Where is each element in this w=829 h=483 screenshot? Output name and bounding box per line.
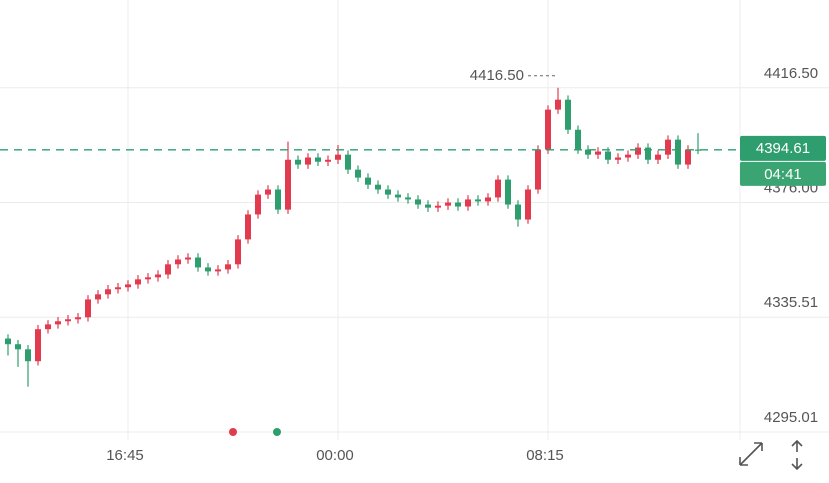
x-tick-label: 08:15 [526,447,564,464]
candle-body [45,324,51,330]
candle-body [605,151,611,160]
candle-body [275,189,281,210]
candle-body [645,147,651,160]
candle-body [625,154,631,158]
candle-body [165,264,171,275]
candle-body [495,179,501,198]
candle-body [265,189,271,195]
candle-body [565,99,571,130]
candle-body [255,194,261,215]
candle-body [195,257,201,268]
candle-body [385,189,391,195]
candle-body [295,159,301,165]
candle-body [665,139,671,155]
candle-body [535,149,541,190]
candle-body [415,199,421,205]
candle-body [445,202,451,206]
candle-body [595,151,601,155]
candle-body [95,294,101,300]
candle-body [685,149,691,165]
candle-body [465,199,471,207]
candle-body [695,149,701,151]
candle-body [505,179,511,205]
candle-body [455,202,461,207]
x-tick-label: 16:45 [106,447,144,464]
y-tick-label: 4416.50 [764,65,818,82]
candle-body [485,197,491,202]
candle-body [125,284,131,288]
candle-body [635,147,641,155]
candle-body [175,259,181,265]
candle-body [675,139,681,165]
candle-body [555,99,561,110]
candle-body [5,338,11,345]
candle-body [215,269,221,272]
countdown-box [740,161,826,186]
candle-body [365,177,371,185]
candle-body [305,157,311,165]
candle-body [525,189,531,220]
candle-body [585,149,591,155]
candle-body [135,279,141,285]
x-tick-label: 00:00 [316,447,354,464]
candle-body [355,169,361,178]
candle-body [85,299,91,318]
candle-body [335,154,341,160]
indicator-dot [273,428,281,436]
candle-body [225,264,231,270]
candle-body [105,289,111,295]
expand-icon[interactable] [739,442,763,466]
candle-body [145,277,151,280]
candle-body [285,159,291,210]
candle-body [315,157,321,162]
candle-body [345,154,351,170]
candle-body [575,129,581,150]
candle-body [35,329,41,362]
candle-body [615,157,621,160]
candle-body [25,349,31,362]
candle-body [75,317,81,320]
candle-body [475,199,481,202]
candle-body [435,205,441,208]
candle-body [185,257,191,260]
candle-body [375,184,381,190]
candle-body [65,319,71,322]
candle-body [115,287,121,290]
candle-body [325,159,331,162]
candle-body [55,321,61,325]
max-marker-label: 4416.50 [470,67,524,84]
y-tick-label: 4295.01 [764,409,818,426]
candle-body [515,204,521,220]
candle-body [205,267,211,272]
scale-icon[interactable] [791,439,803,471]
candle-body [545,109,551,150]
candle-body [245,214,251,240]
countdown-label: 04:41 [764,166,802,183]
candle-body [405,197,411,200]
indicator-dot [229,428,237,436]
last-price-label: 4394.61 [756,140,810,157]
candle-body [425,204,431,208]
last-price-box [740,135,826,161]
candle-body [395,194,401,198]
toolbar-icons[interactable] [739,439,803,471]
y-tick-label: 4335.51 [764,294,818,311]
candle-body [155,274,161,278]
candle-body [15,344,21,350]
candle-body [235,239,241,265]
candle-body [655,154,661,160]
